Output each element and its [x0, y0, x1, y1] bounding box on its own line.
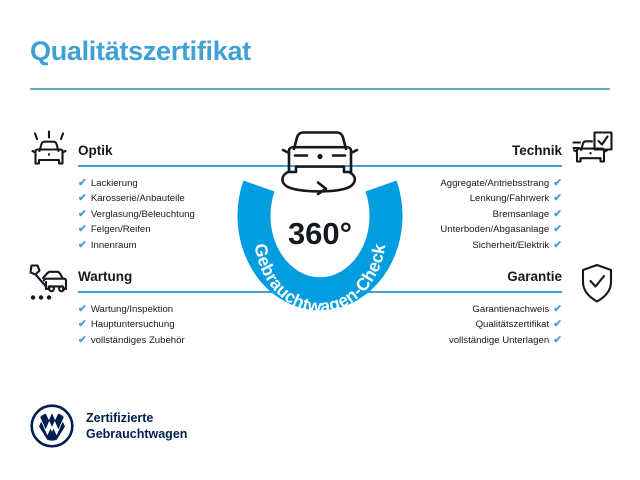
section-optik: Optik ✔ Lackierung ✔ Karosserie/Anbauteile… — [78, 142, 298, 253]
section-title-optik: Optik — [78, 143, 113, 158]
list-item: ✔ Wartung/Inspektion — [78, 302, 298, 317]
car-rotate-icon — [281, 131, 359, 196]
section-title-wartung: Wartung — [78, 269, 133, 284]
list-item-label: Wartung/Inspektion — [90, 304, 174, 315]
check-icon: ✔ — [78, 333, 87, 346]
car-shine-icon — [26, 130, 72, 174]
badge-degrees: 360° — [287, 216, 353, 251]
badge-360-gebrauchtwagen-check: Gebrauchtwagen-Check 360° — [232, 122, 408, 320]
checklist-technik: Aggregate/Antriebsstrang ✔ Lenkung/Fahrwe… — [342, 176, 562, 253]
list-item-label: Innenraum — [90, 239, 137, 251]
list-item: ✔ vollständiges Zubehör — [78, 333, 298, 348]
check-icon: ✔ — [553, 207, 562, 220]
check-icon: ✔ — [78, 192, 87, 205]
section-title-technik: Technik — [511, 143, 562, 158]
list-item-label: Bremsanlage — [492, 208, 550, 220]
list-item: Qualitätszertifikat ✔ — [342, 317, 562, 332]
check-icon: ✔ — [78, 303, 87, 315]
section-divider-garantie — [342, 291, 562, 293]
section-technik: Technik Aggregate/Antriebsstrang ✔ Lenkun… — [342, 142, 562, 253]
section-divider-technik — [342, 165, 562, 167]
title-divider — [30, 88, 610, 90]
list-item-label: Verglasung/Beleuchtung — [90, 208, 195, 220]
list-item: Bremsanlage ✔ — [342, 207, 562, 222]
list-item: Unterboden/Abgasanlage ✔ — [342, 222, 562, 237]
check-icon: ✔ — [78, 223, 87, 236]
list-item: Lenkung/Fahrwerk ✔ — [342, 191, 562, 206]
list-item-label: vollständiges Zubehör — [90, 334, 185, 346]
list-item-label: Unterboden/Abgasanlage — [440, 224, 550, 236]
checklist-garantie: Garantienachweis ✔ Qualitätszertifikat ✔ v… — [342, 302, 562, 348]
footer-line-2: Gebrauchtwagen — [86, 427, 188, 441]
footer-brand: Zertifizierte Gebrauchtwagen — [30, 404, 187, 448]
check-icon: ✔ — [78, 207, 87, 220]
check-icon: ✔ — [553, 318, 562, 331]
check-icon: ✔ — [553, 192, 562, 205]
list-item-label: Lackierung — [90, 178, 138, 189]
footer-line-1: Zertifizierte — [86, 411, 154, 425]
wrench-car-icon — [24, 262, 70, 306]
page-title: Qualitätszertifikat — [30, 36, 251, 66]
list-item-label: Felgen/Reifen — [90, 224, 151, 236]
list-item-label: Karosserie/Anbauteile — [90, 193, 185, 205]
list-item-label: Qualitätszertifikat — [475, 319, 550, 331]
list-item: Aggregate/Antriebsstrang ✔ — [342, 176, 562, 191]
check-icon: ✔ — [553, 223, 562, 236]
section-divider-wartung — [78, 291, 298, 293]
badge-ring-svg: Gebrauchtwagen-Check — [237, 131, 403, 316]
checklist-wartung: ✔ Wartung/Inspektion ✔ Hauptuntersuchung ✔… — [78, 302, 298, 348]
list-item: Sicherheit/Elektrik ✔ — [342, 238, 562, 253]
section-wartung: Wartung ✔ Wartung/Inspektion ✔ Hauptunters… — [78, 268, 298, 348]
list-item-label: Aggregate/Antriebsstrang — [440, 178, 550, 189]
check-icon: ✔ — [78, 238, 87, 251]
shield-check-icon — [574, 262, 620, 306]
check-icon: ✔ — [553, 333, 562, 346]
check-icon: ✔ — [78, 318, 87, 331]
list-item: ✔ Karosserie/Anbauteile — [78, 191, 298, 206]
section-title-garantie: Garantie — [507, 269, 562, 284]
list-item: ✔ Verglasung/Beleuchtung — [78, 207, 298, 222]
list-item: Garantienachweis ✔ — [342, 302, 562, 317]
section-divider-optik — [78, 165, 298, 167]
check-icon: ✔ — [553, 177, 562, 189]
list-item: ✔ Innenraum — [78, 238, 298, 253]
list-item-label: Sicherheit/Elektrik — [472, 239, 550, 251]
list-item-label: Lenkung/Fahrwerk — [469, 193, 550, 205]
check-icon: ✔ — [553, 303, 562, 315]
list-item-label: Garantienachweis — [472, 304, 550, 315]
footer-text: Zertifizierte Gebrauchtwagen — [86, 410, 187, 442]
list-item: vollständige Unterlagen ✔ — [342, 333, 562, 348]
list-item-label: vollständige Unterlagen — [448, 334, 550, 346]
list-item: ✔ Lackierung — [78, 176, 298, 191]
checklist-optik: ✔ Lackierung ✔ Karosserie/Anbauteile ✔ Verg… — [78, 176, 298, 253]
badge-ring — [237, 180, 403, 311]
check-icon: ✔ — [78, 177, 87, 189]
list-item: ✔ Hauptuntersuchung — [78, 317, 298, 332]
check-icon: ✔ — [553, 238, 562, 251]
car-checkbox-icon — [568, 130, 614, 174]
list-item-label: Hauptuntersuchung — [90, 319, 175, 331]
list-item: ✔ Felgen/Reifen — [78, 222, 298, 237]
vw-logo — [30, 404, 74, 448]
section-garantie: Garantie Garantienachweis ✔ Qualitätszert… — [342, 268, 562, 348]
